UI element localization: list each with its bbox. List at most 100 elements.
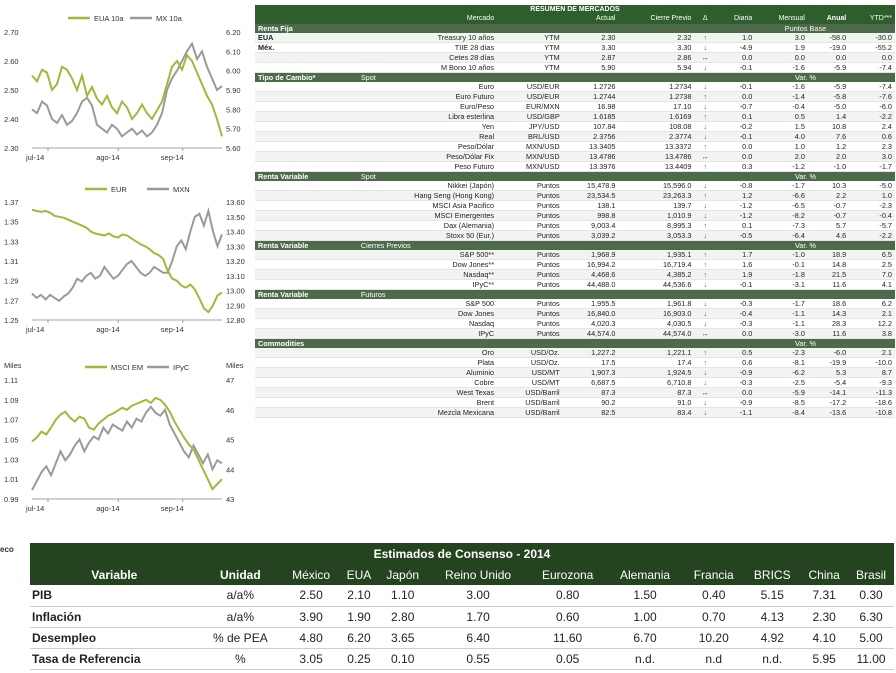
direction-icon: ↑ [694, 161, 716, 172]
row-type: USD/GBP [497, 111, 563, 122]
row-previous: 2.86 [618, 52, 695, 63]
consensus-value: 0.80 [528, 585, 607, 607]
row-annual: 14.3 [807, 308, 850, 319]
left-tick-label: 2.30 [4, 144, 19, 153]
row-name: S&P 500** [357, 249, 498, 260]
row-previous: 16,719.4 [618, 259, 695, 270]
direction-icon: ↓ [694, 62, 716, 73]
row-previous: 2.32 [618, 32, 695, 43]
chart-fx: EUR MXN 1.37 1.35 1.33 1.31 1.29 1.27 1.25 13.60 1… [0, 180, 252, 340]
consensus-value: 0.05 [528, 648, 607, 670]
row-type: Puntos [497, 279, 563, 290]
section-unit-header: Var. % [715, 171, 895, 181]
row-group [255, 407, 336, 418]
row-spacer [335, 318, 358, 329]
row-previous: 15,596.0 [618, 180, 695, 191]
row-daily: -1.1 [715, 407, 756, 418]
row-group [255, 52, 336, 63]
row-spacer [335, 32, 358, 43]
row-actual: 1,955.5 [562, 298, 619, 309]
consensus-value: n.d [683, 648, 745, 670]
right-tick-label: 5.80 [226, 105, 241, 114]
row-group [255, 367, 336, 378]
row-name: Plata [357, 357, 498, 368]
section-spacer [562, 23, 716, 33]
section-subtitle: Futuros [357, 289, 563, 299]
row-spacer [335, 81, 358, 92]
row-previous: 1.2734 [618, 81, 695, 92]
row-name: MSCI Asia Pacifico [357, 200, 498, 211]
section-unit-header: Var. % [715, 240, 895, 250]
source-note: eco [0, 545, 14, 554]
section-subtitle: Spot [357, 72, 563, 82]
header-diaria: Diaria [715, 14, 756, 24]
market-title-row: RESUMEN DE MERCADOS [255, 5, 895, 15]
row-previous: 1,221.1 [618, 347, 695, 358]
direction-icon: ↑ [694, 347, 716, 358]
consensus-value: 10.20 [683, 627, 745, 649]
x-tick-label: sep-14 [161, 325, 184, 334]
consensus-value: 3.00 [427, 585, 529, 607]
row-group: Méx. [255, 42, 336, 53]
row-previous: 2.3774 [618, 131, 695, 142]
row-actual: 16,994.2 [562, 259, 619, 270]
consensus-value: 5.00 [848, 627, 894, 649]
row-type: USD/EUR [497, 81, 563, 92]
row-monthly: -0.4 [755, 101, 808, 112]
direction-icon: ↓ [694, 308, 716, 319]
row-type: USD/Barril [497, 397, 563, 408]
row-name: Nasdaq [357, 318, 498, 329]
series-line-b [31, 206, 223, 303]
section-title: Tipo de Cambio* [255, 72, 358, 82]
row-name: Nikkei (Japón) [357, 180, 498, 191]
row-monthly: 4.0 [755, 131, 808, 142]
row-annual: 18.9 [807, 249, 850, 260]
row-previous: 1,961.8 [618, 298, 695, 309]
row-ytd: -2.3 [849, 200, 895, 211]
consensus-value: 2.30 [800, 606, 849, 628]
consensus-col-header: Brasil [848, 564, 894, 585]
consensus-value: 0.60 [528, 606, 607, 628]
header-spacer [255, 14, 358, 24]
row-previous: 16,903.0 [618, 308, 695, 319]
direction-icon: ↔ [694, 387, 716, 398]
market-title: RESUMEN DE MERCADOS [255, 5, 895, 15]
row-daily: 0.0 [715, 387, 756, 398]
left-tick-label: 1.35 [4, 218, 19, 227]
row-actual: 3,039.2 [562, 230, 619, 241]
row-monthly: -1.8 [755, 269, 808, 280]
consensus-value: 2.80 [377, 606, 428, 628]
direction-icon: ↓ [694, 101, 716, 112]
row-monthly: -3.1 [755, 279, 808, 290]
consensus-value: % de PEA [198, 627, 283, 649]
section-header: Renta Fija Puntos Base [255, 23, 895, 33]
row-previous: 87.3 [618, 387, 695, 398]
section-unit-header [715, 289, 895, 299]
row-spacer [335, 407, 358, 418]
consensus-value: 5.15 [744, 585, 801, 607]
chart-legend: MSCI EM IPyC [85, 363, 190, 372]
right-tick-label: 13.30 [226, 242, 245, 251]
legend-label-a: EUA 10a [94, 14, 124, 23]
section-spacer [562, 171, 716, 181]
row-ytd: -11.3 [849, 387, 895, 398]
direction-icon: ↓ [694, 42, 716, 53]
row-actual: 1.2726 [562, 81, 619, 92]
consensus-value: 4.10 [800, 627, 849, 649]
row-daily: -0.5 [715, 230, 756, 241]
row-spacer [335, 259, 358, 270]
row-name: Hang Seng (Hong Kong) [357, 190, 498, 201]
row-name: MSCI Emergentes [357, 210, 498, 221]
direction-icon: ↓ [694, 131, 716, 142]
row-annual: 1.4 [807, 111, 850, 122]
row-actual: 17.5 [562, 357, 619, 368]
row-name: Euro Futuro [357, 91, 498, 102]
row-name: Stoxx 50 (Eur.) [357, 230, 498, 241]
row-name: Mezcla Mexicana [357, 407, 498, 418]
row-daily: 1.6 [715, 259, 756, 270]
market-row: Cetes 28 días YTM 2.87 2.86 ↔ 0.0 0.0 0.0 0.0 [255, 52, 895, 63]
row-previous: 13.3372 [618, 141, 695, 152]
direction-icon: ↑ [694, 269, 716, 280]
section-header: Renta Variable Spot Var. % [255, 171, 895, 181]
header-mensual: Mensual [755, 14, 808, 24]
